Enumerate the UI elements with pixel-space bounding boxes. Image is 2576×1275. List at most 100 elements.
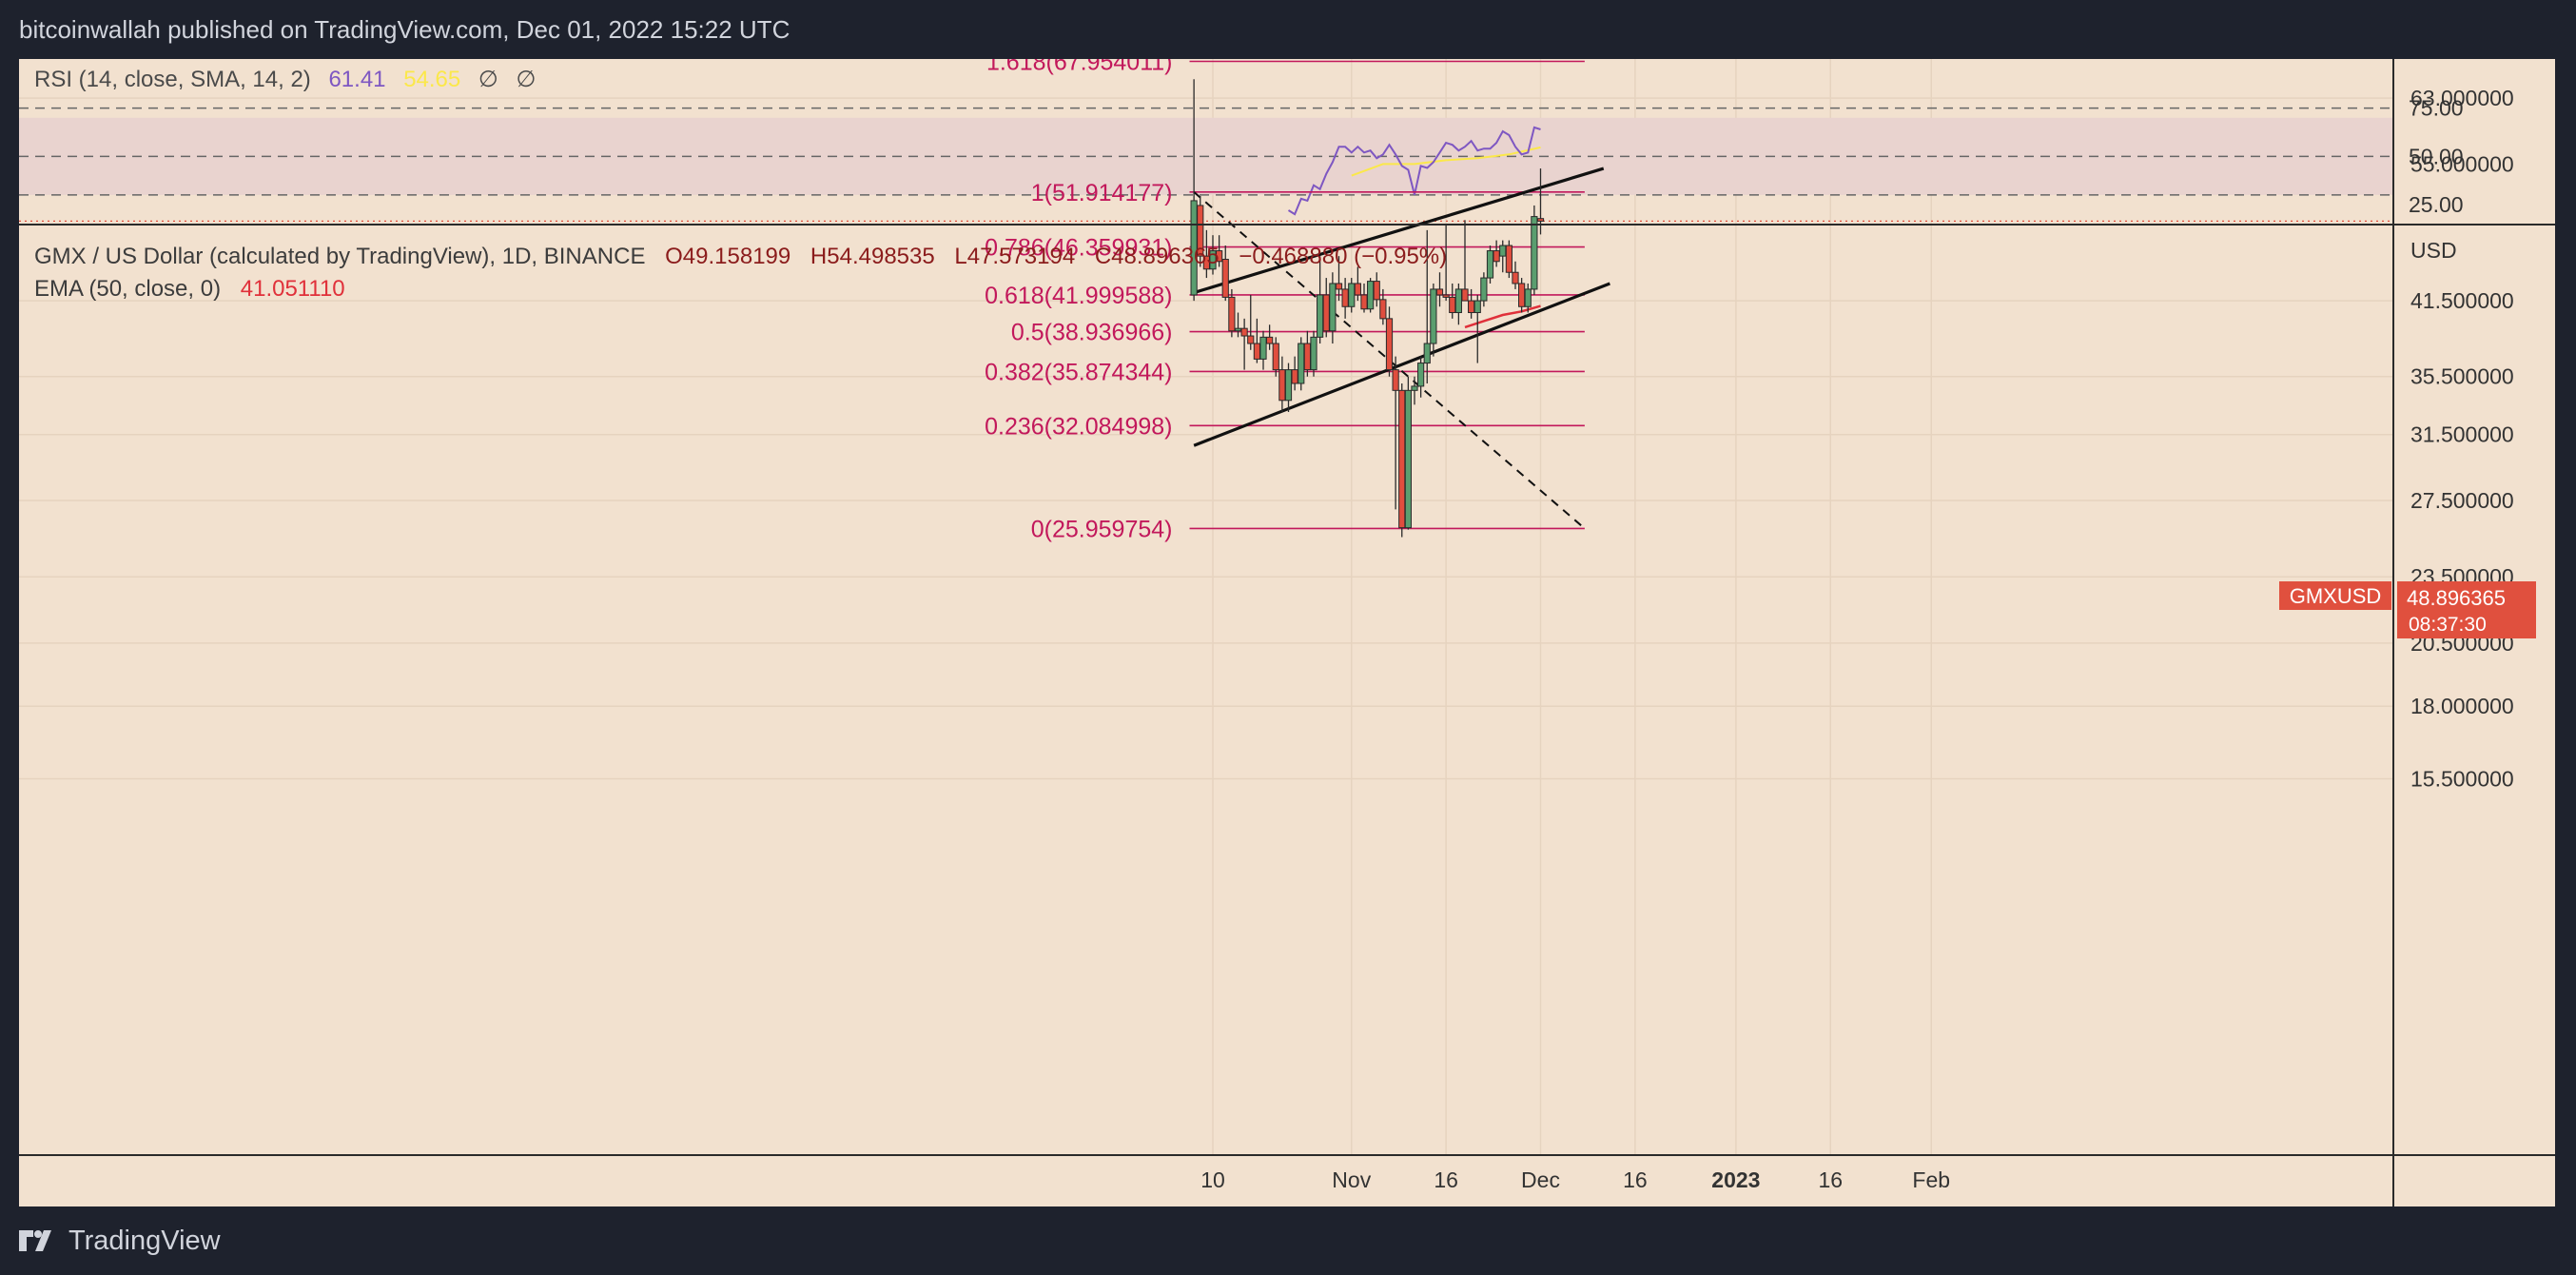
- footer: TradingView: [19, 1206, 221, 1275]
- candle: [1197, 195, 1204, 267]
- candle: [1493, 240, 1500, 267]
- channel-lower-line: [1193, 282, 1610, 447]
- candle: [1435, 272, 1444, 307]
- candle: [1253, 318, 1260, 363]
- legend-low: L47.573194: [954, 244, 1075, 269]
- ema-legend-label: EMA (50, close, 0): [34, 276, 221, 302]
- fib-level-label: 0.786(46.359931): [985, 235, 1172, 262]
- candle-body: [1518, 283, 1526, 307]
- candle: [1423, 229, 1431, 383]
- price-axis-label: 41.500000: [2410, 288, 2514, 313]
- fib-level-label: 0(25.959754): [1031, 516, 1173, 542]
- grid-layer: [19, 12, 2393, 1155]
- candle: [1499, 240, 1507, 273]
- candle: [1247, 294, 1255, 350]
- candle: [1392, 356, 1399, 510]
- trend-lines: [19, 167, 2393, 530]
- candle-body: [1253, 343, 1260, 360]
- candle-body: [1317, 294, 1324, 338]
- candle-body: [1259, 336, 1267, 360]
- candle: [1379, 288, 1387, 325]
- candle-body: [1291, 369, 1298, 384]
- candle: [1329, 272, 1337, 344]
- candle: [1284, 363, 1293, 413]
- candle-body: [1322, 294, 1330, 332]
- rsi-legend: RSI (14, close, SMA, 14, 2) 61.41 54.65 …: [34, 67, 536, 92]
- candle-body: [1524, 288, 1532, 307]
- candle: [1449, 283, 1456, 319]
- candle-body: [1335, 283, 1343, 290]
- rsi-line: [1287, 126, 1541, 216]
- candle: [1354, 266, 1361, 302]
- candle-body: [1221, 259, 1229, 298]
- candle-body: [1298, 343, 1305, 384]
- candle: [1486, 245, 1494, 284]
- legend-close: C48.896365: [1095, 244, 1220, 269]
- candle: [1480, 272, 1488, 307]
- price-axis-label: 55.000000: [2410, 151, 2514, 176]
- candle-body: [1373, 281, 1380, 301]
- candle-body: [1480, 277, 1488, 302]
- price-tag-value: 48.896365: [2407, 586, 2506, 610]
- candle-body: [1303, 343, 1311, 371]
- time-axis-label: Dec: [1521, 1167, 1560, 1192]
- candle-body: [1247, 335, 1255, 344]
- candle-body: [1228, 296, 1236, 332]
- candle: [1518, 278, 1526, 313]
- candle-body: [1360, 294, 1368, 310]
- candle: [1373, 272, 1380, 307]
- candle-body: [1272, 343, 1279, 371]
- candle: [1468, 288, 1475, 319]
- candle-body: [1266, 336, 1274, 344]
- candle: [1228, 288, 1236, 338]
- fib-level-label: 0.5(38.936966): [1011, 320, 1173, 346]
- price-axis-label: 35.500000: [2410, 364, 2514, 389]
- candle-body: [1536, 218, 1545, 222]
- candle-body: [1197, 205, 1204, 257]
- candle: [1335, 256, 1343, 302]
- candle-body: [1385, 318, 1394, 371]
- candle-body: [1486, 250, 1494, 279]
- candle: [1473, 294, 1481, 363]
- candle-body: [1461, 288, 1469, 302]
- price-tag-symbol-box: [2279, 581, 2391, 610]
- candle-body: [1512, 271, 1519, 284]
- candle-body: [1473, 300, 1481, 314]
- rsi-panel: [19, 107, 2393, 216]
- candle: [1360, 283, 1368, 313]
- currency-label: USD: [2410, 238, 2457, 263]
- candle: [1272, 337, 1279, 377]
- candle: [1442, 225, 1450, 302]
- time-axis-label: 16: [1818, 1167, 1843, 1192]
- candle: [1221, 245, 1229, 302]
- rsi-axis-label: 75.00: [2409, 96, 2464, 121]
- candle-body: [1341, 288, 1349, 307]
- candle: [1278, 356, 1286, 413]
- candle: [1298, 337, 1305, 391]
- chart-svg[interactable]: 2.618(93.908434)1.618(67.954011)1(51.914…: [19, 1, 2555, 1206]
- candle: [1348, 278, 1356, 313]
- candle-body: [1531, 216, 1538, 290]
- time-axis-label: 16: [1434, 1167, 1458, 1192]
- candle: [1404, 376, 1412, 530]
- candle-body: [1310, 336, 1317, 371]
- candle-body: [1234, 327, 1242, 332]
- candle: [1524, 283, 1532, 313]
- price-legend: GMX / US Dollar (calculated by TradingVi…: [34, 244, 1447, 269]
- candle: [1291, 356, 1298, 391]
- candle: [1367, 278, 1375, 313]
- candle-body: [1505, 245, 1512, 273]
- fib-level-label: 0.236(32.084998): [985, 413, 1172, 440]
- fib-level-label: 0.382(35.874344): [985, 359, 1172, 385]
- price-axis-label: 31.500000: [2410, 422, 2514, 447]
- fib-trend-line: [1193, 191, 1586, 530]
- candle-body: [1278, 369, 1286, 402]
- candle-body: [1348, 283, 1356, 307]
- chart-frame: 2.618(93.908434)1.618(67.954011)1(51.914…: [19, 1, 2555, 1206]
- rsi-axis-label: 50.00: [2409, 144, 2464, 168]
- candle-body: [1216, 250, 1223, 263]
- candles: [1190, 79, 1545, 538]
- price-axis-label: 18.000000: [2410, 694, 2514, 718]
- candle-body: [1329, 283, 1337, 332]
- candle: [1398, 382, 1406, 538]
